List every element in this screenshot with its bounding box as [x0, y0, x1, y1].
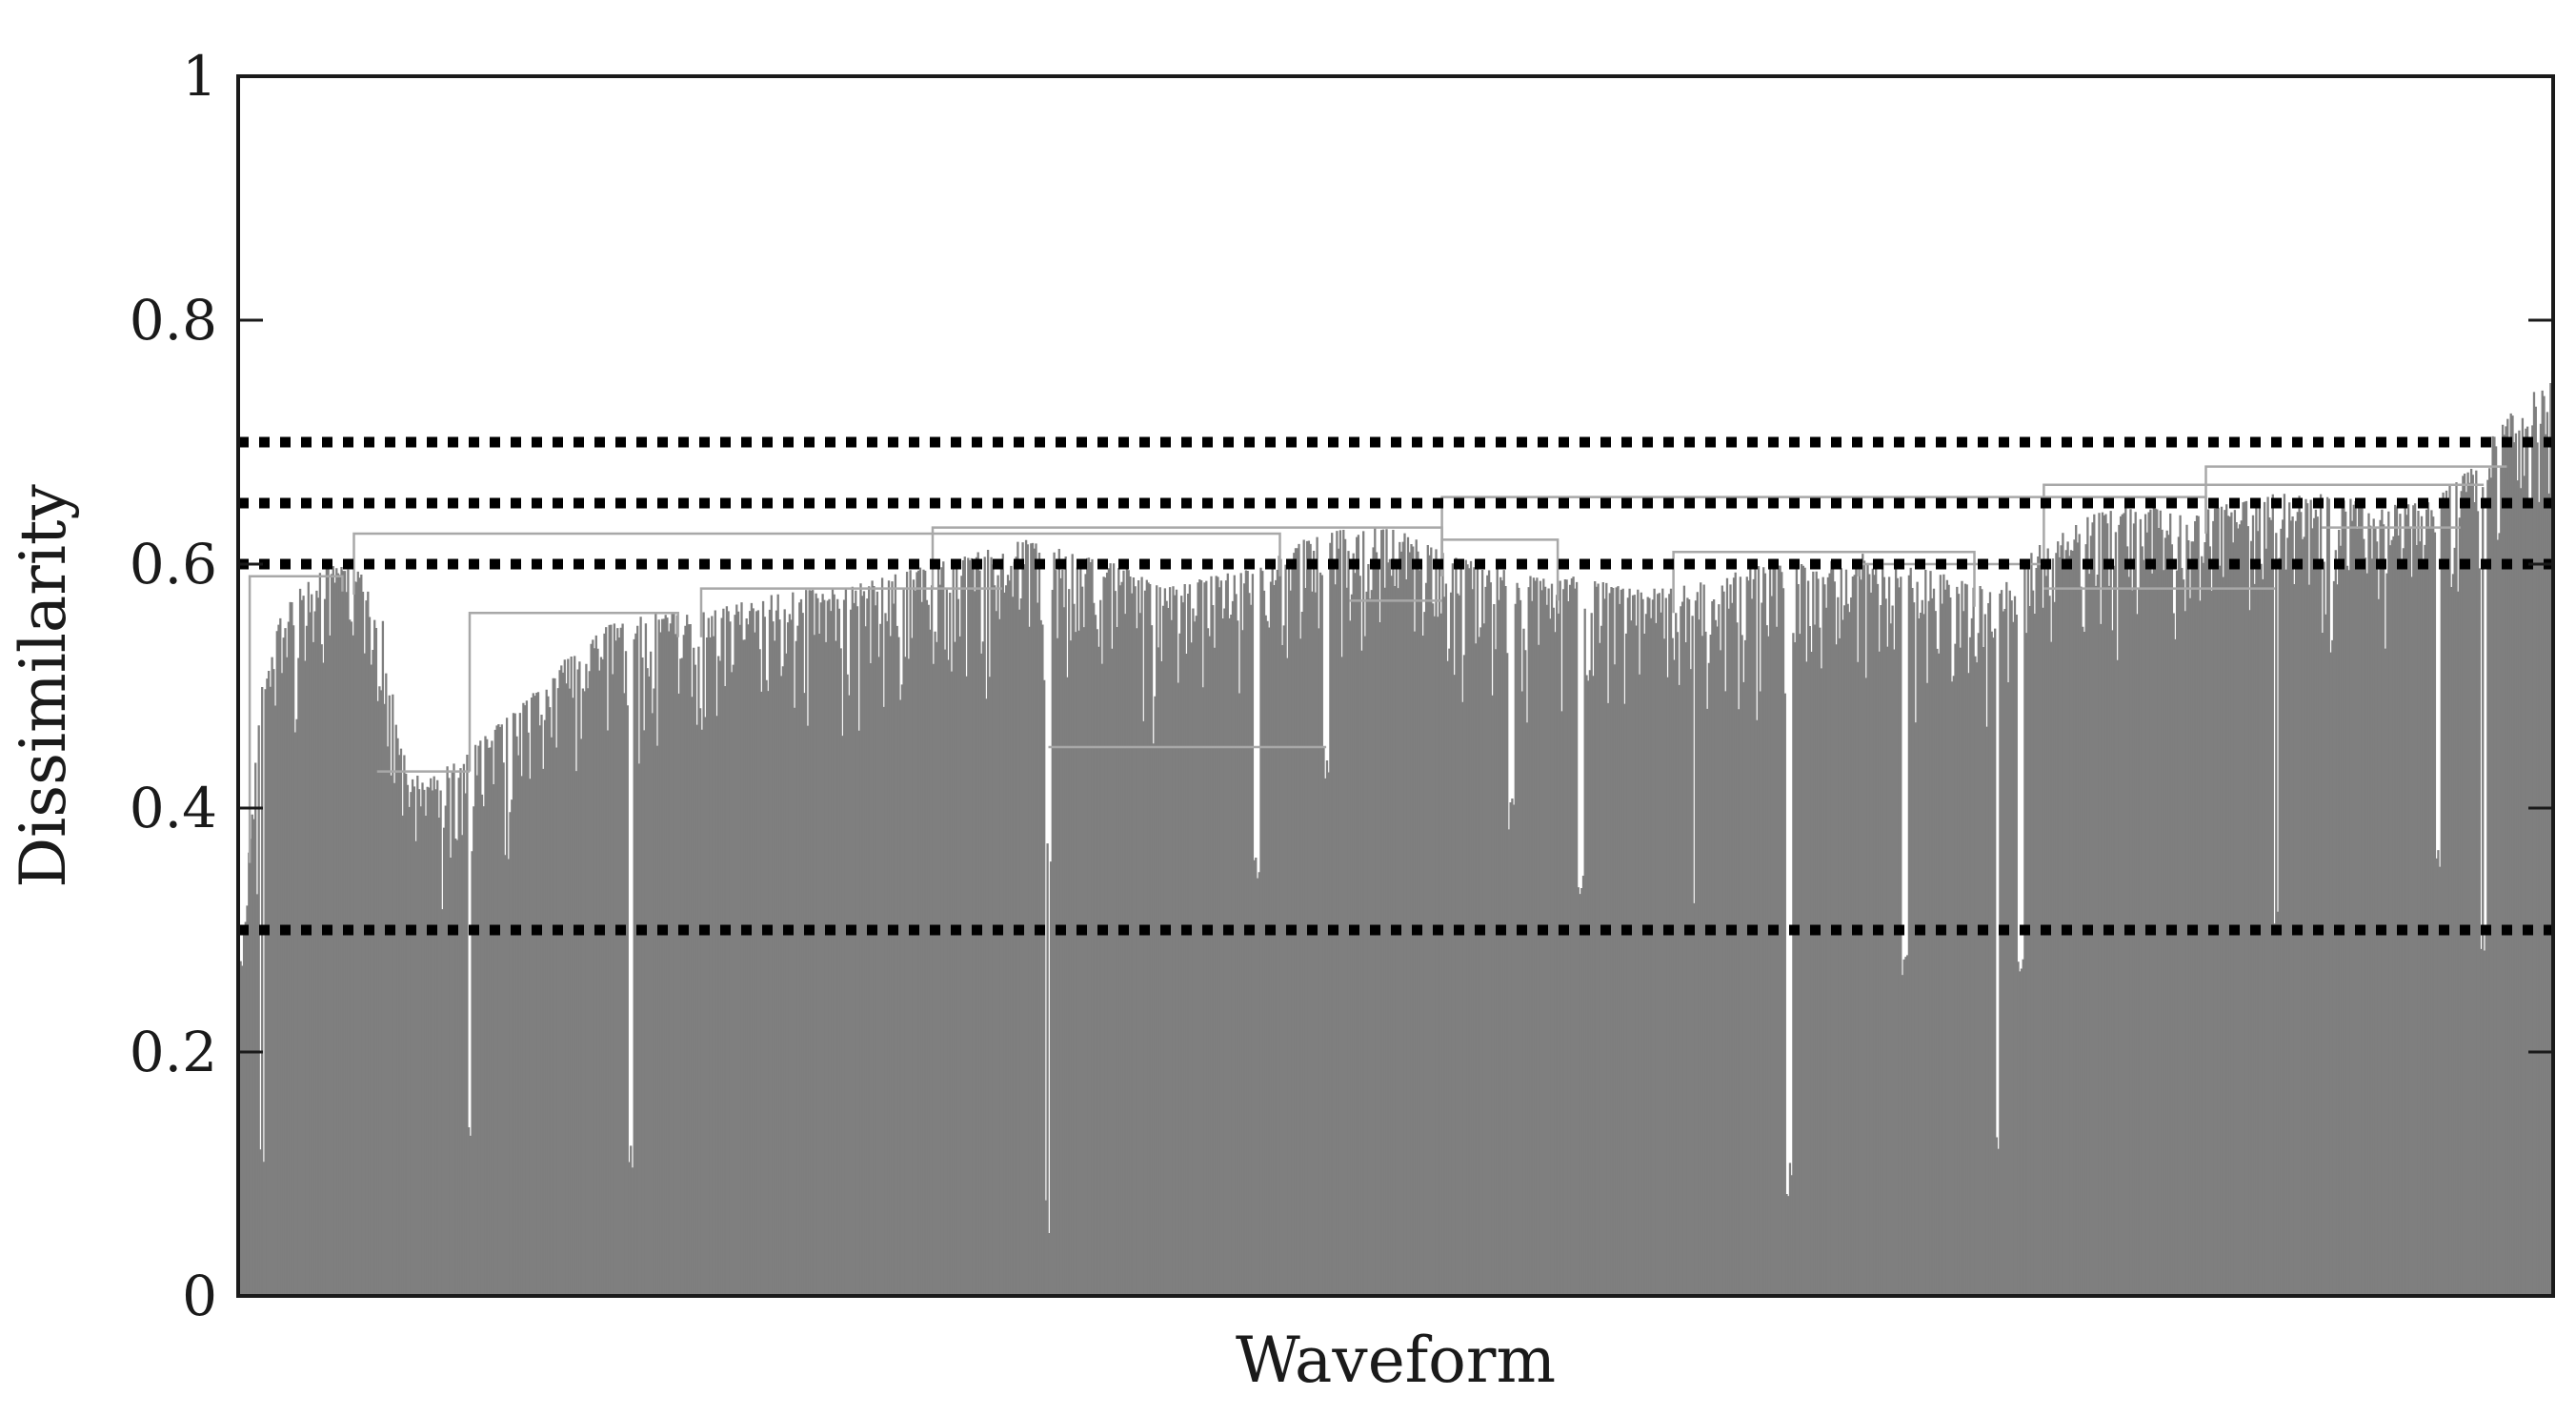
merge-link: [2204, 465, 2507, 534]
y-tick-label: 1: [182, 44, 217, 109]
merge-link: [1857, 562, 2044, 577]
x-axis-label: Waveform: [1236, 1324, 1556, 1397]
merge-link: [1440, 538, 1560, 601]
dendrogram-mass: [237, 371, 2554, 1296]
y-axis-label: Dissimilarity: [7, 484, 80, 888]
y-axis-ticks: 0 0.2 0.4 0.6 0.8 1: [130, 44, 2553, 1328]
merge-link: [1672, 550, 1976, 614]
y-tick-label: 0.6: [130, 532, 217, 597]
merge-link: [352, 532, 1281, 595]
y-tick-label: 0.4: [130, 776, 217, 840]
y-tick-label: 0: [182, 1264, 217, 1328]
merge-link: [248, 575, 344, 863]
cut-lines: [238, 436, 2553, 936]
merge-link: [699, 587, 1002, 637]
y-tick-label: 0.2: [130, 1020, 217, 1084]
merge-link: [931, 526, 1443, 589]
y-tick-label: 0.8: [130, 288, 217, 353]
merge-link: [2043, 483, 2485, 564]
dendrogram-links: [248, 465, 2507, 863]
merge-link: [468, 611, 679, 772]
plot-frame: [236, 74, 2555, 1298]
